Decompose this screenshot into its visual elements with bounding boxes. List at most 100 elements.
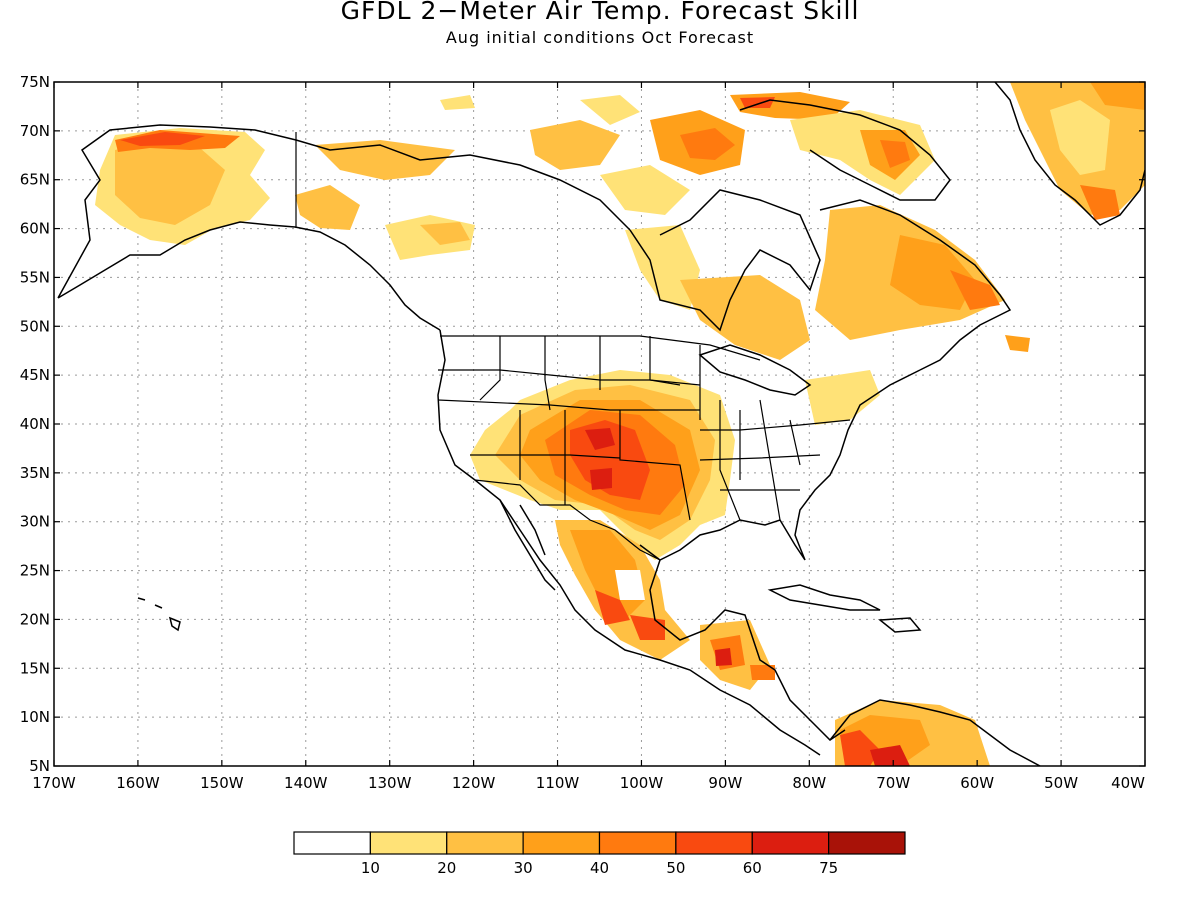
lon-label: 70W xyxy=(876,774,910,792)
shade-greenland-core xyxy=(1080,185,1120,220)
lat-label: 55N xyxy=(20,268,50,286)
coast-hispaniola xyxy=(878,617,922,633)
lat-label: 20N xyxy=(20,610,50,628)
coast-labrador xyxy=(819,199,1012,371)
shade-south-am-red xyxy=(840,730,880,766)
skill-shading xyxy=(95,82,1145,766)
lat-label: 10N xyxy=(20,708,50,726)
shade-quebec-inner xyxy=(890,235,975,310)
colorbar-swatch xyxy=(446,831,524,855)
shade-mexico-west xyxy=(595,590,630,625)
colorbar-swatch xyxy=(369,831,448,855)
lon-label: 120W xyxy=(452,774,496,792)
coast-cuba xyxy=(767,584,881,611)
lon-label: 100W xyxy=(620,774,664,792)
colorbar-swatch xyxy=(598,831,677,855)
coast-hawaii xyxy=(137,597,181,632)
shade-arctic-1 xyxy=(530,120,620,170)
coast-great-lakes xyxy=(698,344,812,396)
shade-ontario xyxy=(680,275,810,360)
lon-label: 150W xyxy=(200,774,244,792)
lon-label: 80W xyxy=(792,774,826,792)
shade-baffin-n-core xyxy=(740,97,775,108)
shade-arctic-west xyxy=(440,95,475,110)
colorbar-swatch xyxy=(828,831,906,855)
lat-label: 35N xyxy=(20,464,50,482)
lon-label: 170W xyxy=(32,774,76,792)
shade-central-am-core xyxy=(715,648,732,666)
coast-canada-north xyxy=(295,139,631,231)
colorbar-label: 50 xyxy=(666,859,685,877)
shade-arctic-2 xyxy=(580,95,640,125)
lon-label: 50W xyxy=(1044,774,1078,792)
shade-northeast xyxy=(805,370,880,425)
shade-greenland-light xyxy=(1050,100,1110,175)
border-states-2 xyxy=(437,369,701,411)
shade-arctic-3-core xyxy=(680,128,735,160)
lat-label: 40N xyxy=(20,415,50,433)
coast-hudson xyxy=(629,189,821,332)
lon-label: 160W xyxy=(116,774,160,792)
lat-label: 15N xyxy=(20,659,50,677)
lon-label: 130W xyxy=(368,774,412,792)
lat-label: 75N xyxy=(20,73,50,91)
coast-greenland xyxy=(994,82,1145,226)
border-states-3 xyxy=(470,410,691,521)
shade-yukon xyxy=(295,185,360,230)
latitude-labels: 75N 70N 65N 60N 55N 50N 45N 40N 35N 30N 25N 20N 15N 1… xyxy=(20,73,50,775)
colorbar-label: 30 xyxy=(514,859,533,877)
lat-label: 50N xyxy=(20,317,50,335)
lat-label: 5N xyxy=(29,757,50,775)
shade-south-am-core xyxy=(870,745,910,766)
coast-baja xyxy=(499,499,556,591)
lat-label: 65N xyxy=(20,171,50,189)
coast-baffin xyxy=(739,99,951,201)
shade-caribbean-coast xyxy=(750,665,775,680)
colorbar-label: 75 xyxy=(819,859,838,877)
coast-gulf-mexico xyxy=(649,559,846,741)
shade-sw-core-2 xyxy=(590,468,612,490)
lat-label: 70N xyxy=(20,122,50,140)
map-subtitle: Aug initial conditions Oct Forecast xyxy=(445,28,755,47)
lat-label: 25N xyxy=(20,562,50,580)
lat-label: 60N xyxy=(20,220,50,238)
coast-pacific xyxy=(437,329,821,756)
lon-label: 110W xyxy=(536,774,580,792)
colorbar-swatch xyxy=(751,831,830,855)
coast-east-us xyxy=(639,369,921,561)
border-us-canada xyxy=(440,335,761,361)
shade-alaska-north-core xyxy=(120,132,205,146)
lat-label: 45N xyxy=(20,366,50,384)
lon-label: 40W xyxy=(1111,774,1145,792)
colorbar: 10 20 30 40 50 60 75 xyxy=(293,831,906,877)
colorbar-swatch xyxy=(522,831,601,855)
shade-mexico-white xyxy=(615,570,645,600)
shade-bc-inner xyxy=(420,222,470,245)
colorbar-label: 20 xyxy=(437,859,456,877)
shade-labrador-core xyxy=(950,270,1000,310)
longitude-labels: 170W 160W 150W 140W 130W 120W 110W 100W 90W 80W 70… xyxy=(32,774,1145,792)
coast-south-am xyxy=(829,699,1041,766)
map-title: GFDL 2−Meter Air Temp. Forecast Skill xyxy=(340,0,860,25)
shade-hudson-west xyxy=(625,225,700,310)
colorbar-swatch xyxy=(293,831,371,855)
lon-label: 60W xyxy=(960,774,994,792)
shade-newfoundland xyxy=(1005,335,1030,352)
shade-nwt xyxy=(315,140,455,180)
shade-sw-core xyxy=(585,428,615,450)
border-states-4 xyxy=(719,399,801,521)
coastlines xyxy=(57,82,1145,766)
colorbar-label: 10 xyxy=(361,859,380,877)
axis-ticks xyxy=(53,81,1146,767)
lon-label: 90W xyxy=(708,774,742,792)
shade-arctic-4 xyxy=(600,165,690,215)
colorbar-label: 40 xyxy=(590,859,609,877)
state-borders xyxy=(295,132,851,561)
shade-greenland-ne xyxy=(1090,82,1145,110)
shade-alaska-inner xyxy=(115,140,225,225)
lon-label: 140W xyxy=(284,774,328,792)
border-states-5 xyxy=(699,419,851,491)
border-us-mexico xyxy=(474,479,661,561)
colorbar-swatch xyxy=(675,831,753,855)
